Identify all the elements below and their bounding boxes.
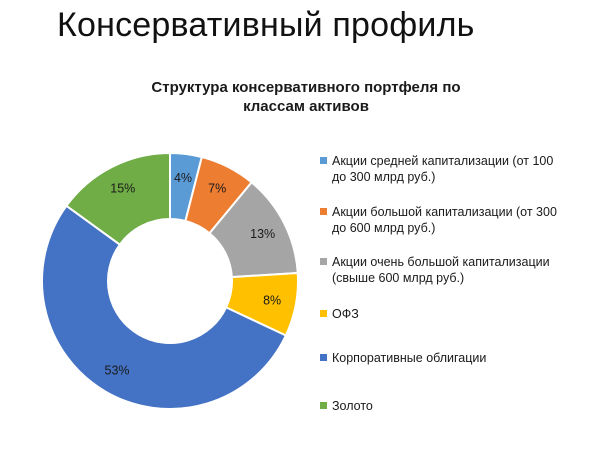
legend-item-6: Золото <box>320 398 560 414</box>
legend-swatch-6 <box>320 402 327 409</box>
donut-slice-label-3: 13% <box>250 227 275 241</box>
legend-label-6: Золото <box>332 399 373 413</box>
slide-title: Консервативный профиль <box>57 6 475 44</box>
legend-label-1: Акции средней капитализации (от 100 до 3… <box>332 154 554 184</box>
legend-label-4: ОФЗ <box>332 307 359 321</box>
chart-title-line-2: классам активов <box>243 98 369 115</box>
legend-item-4: ОФЗ <box>320 306 560 322</box>
legend-swatch-2 <box>320 208 327 215</box>
donut-slice-label-5: 53% <box>105 364 130 378</box>
legend-item-3: Акции очень большой капитализации (свыше… <box>320 254 560 286</box>
legend-item-2: Акции большой капитализации (от 300 до 6… <box>320 204 560 236</box>
legend-swatch-3 <box>320 258 327 265</box>
chart-title: Структура консервативного портфеля по кл… <box>118 78 494 116</box>
legend-swatch-1 <box>320 157 327 164</box>
legend-label-2: Акции большой капитализации (от 300 до 6… <box>332 205 557 235</box>
legend-item-5: Корпоративные облигации <box>320 350 560 366</box>
donut-slice-label-6: 15% <box>110 181 135 195</box>
donut-slice-label-2: 7% <box>208 181 226 195</box>
legend-label-5: Корпоративные облигации <box>332 351 487 365</box>
legend-item-1: Акции средней капитализации (от 100 до 3… <box>320 153 560 185</box>
legend-label-3: Акции очень большой капитализации (свыше… <box>332 255 550 285</box>
legend-swatch-4 <box>320 310 327 317</box>
donut-slice-label-1: 4% <box>174 171 192 185</box>
legend-swatch-5 <box>320 354 327 361</box>
donut-slice-6 <box>65 151 171 246</box>
chart-title-line-1: Структура консервативного портфеля по <box>151 79 461 96</box>
donut-slice-5 <box>41 204 288 410</box>
donut-slice-label-4: 8% <box>263 293 281 307</box>
